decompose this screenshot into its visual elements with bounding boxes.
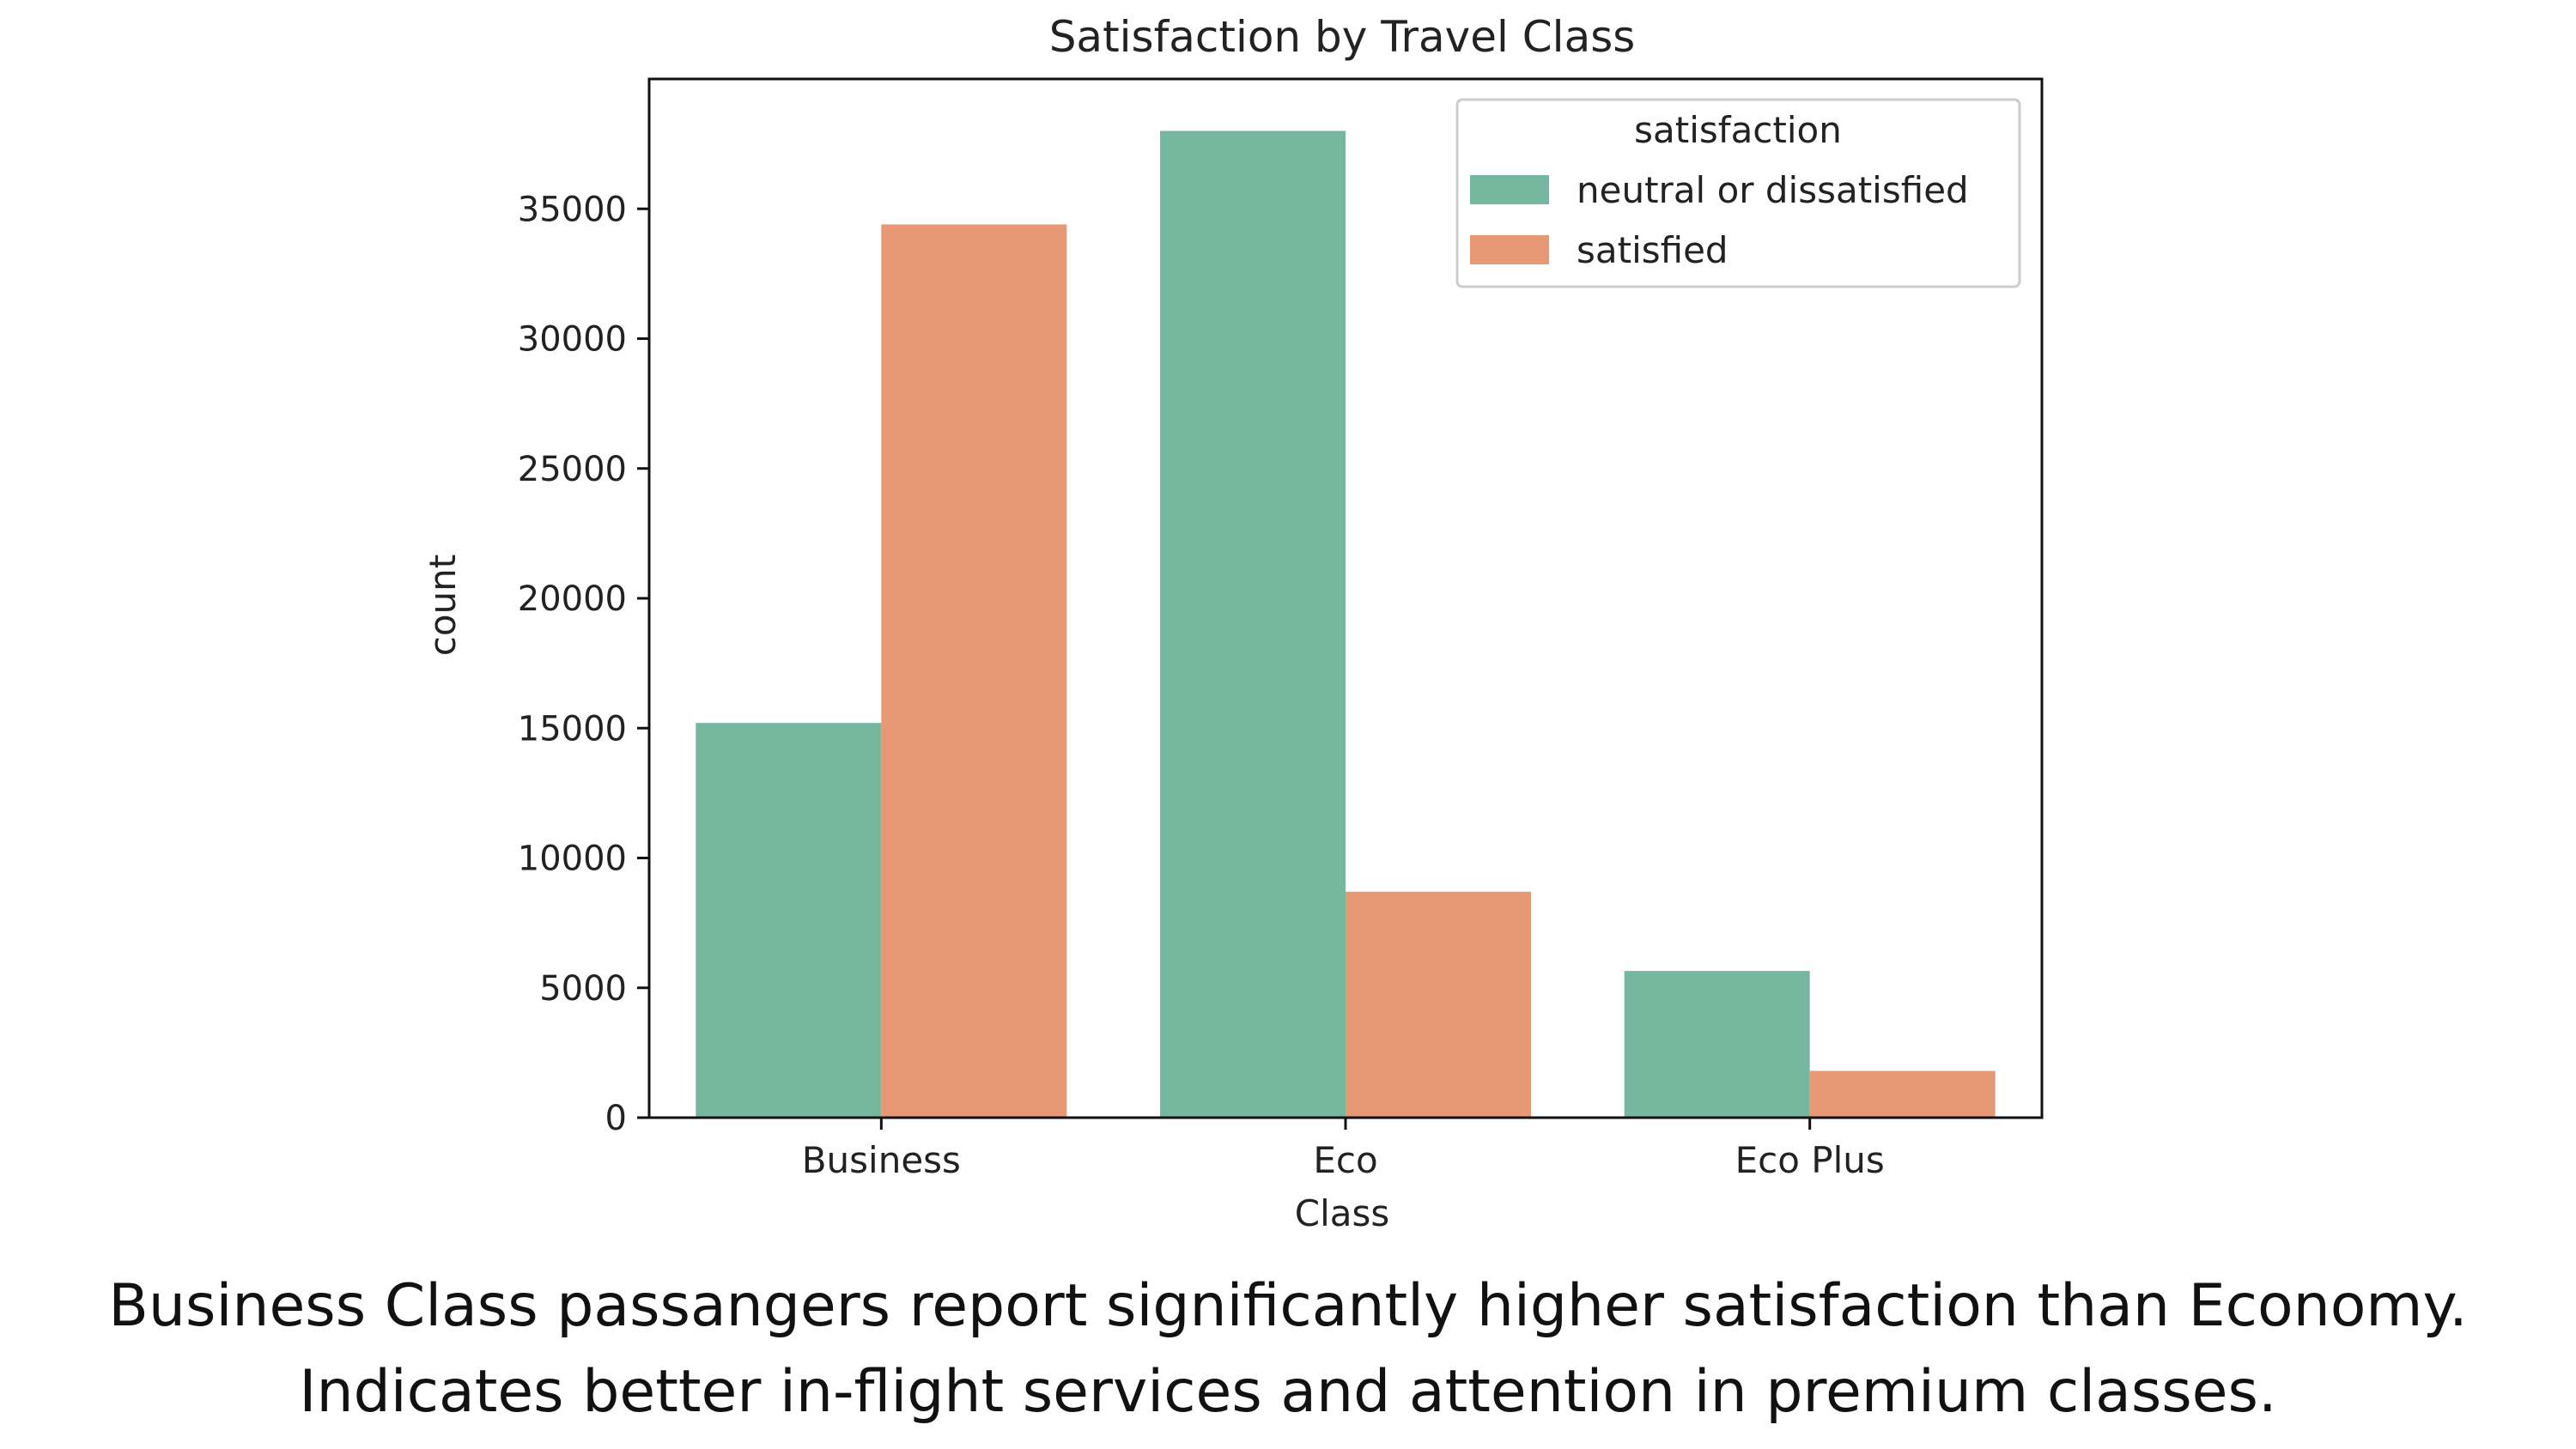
caption-line-2: Indicates better in-flight services and … (299, 1358, 2277, 1426)
bar-eco-neutral-or-dissatisfied (1160, 130, 1346, 1118)
y-tick-label: 5000 (539, 969, 627, 1009)
x-tick-label: Business (802, 1139, 961, 1181)
bar-eco-satisfied (1346, 891, 1531, 1118)
legend-swatch (1470, 235, 1549, 264)
y-tick-label: 25000 (518, 450, 627, 489)
legend-swatch (1470, 175, 1549, 204)
y-tick-label: 30000 (518, 320, 627, 360)
x-tick-label: Eco Plus (1735, 1139, 1885, 1181)
legend-title: satisfaction (1634, 109, 1842, 151)
legend-items: neutral or dissatisfied satisfied (1470, 169, 1969, 271)
bar-eco-plus-satisfied (1809, 1070, 1996, 1118)
bar-business-neutral-or-dissatisfied (696, 723, 882, 1118)
y-tick-label: 20000 (518, 579, 627, 619)
legend: satisfaction neutral or dissatisfied sati… (1455, 98, 2021, 288)
y-tick-label: 35000 (518, 190, 627, 229)
y-tick-label: 10000 (518, 840, 627, 879)
legend-box (1455, 98, 2021, 288)
legend-label: satisfied (1577, 229, 1728, 271)
x-axis-label: Class (1295, 1192, 1390, 1234)
x-axis: Business Eco Eco Plus (802, 1118, 1885, 1181)
caption-line-1: Business Class passangers report signifi… (108, 1272, 2468, 1340)
y-axis: 0 5000 10000 15000 20000 25000 30000 35000 (518, 190, 649, 1138)
legend-label: neutral or dissatisfied (1577, 169, 1969, 211)
y-tick-label: 15000 (518, 709, 627, 749)
y-axis-label: count (422, 555, 464, 657)
bar-business-satisfied (881, 224, 1067, 1118)
bar-eco-plus-neutral-or-dissatisfied (1624, 971, 1810, 1118)
x-tick-label: Eco (1313, 1139, 1377, 1181)
chart-title: Satisfaction by Travel Class (1049, 12, 1636, 62)
y-tick-label: 0 (605, 1099, 627, 1138)
bars-group (696, 130, 1996, 1118)
